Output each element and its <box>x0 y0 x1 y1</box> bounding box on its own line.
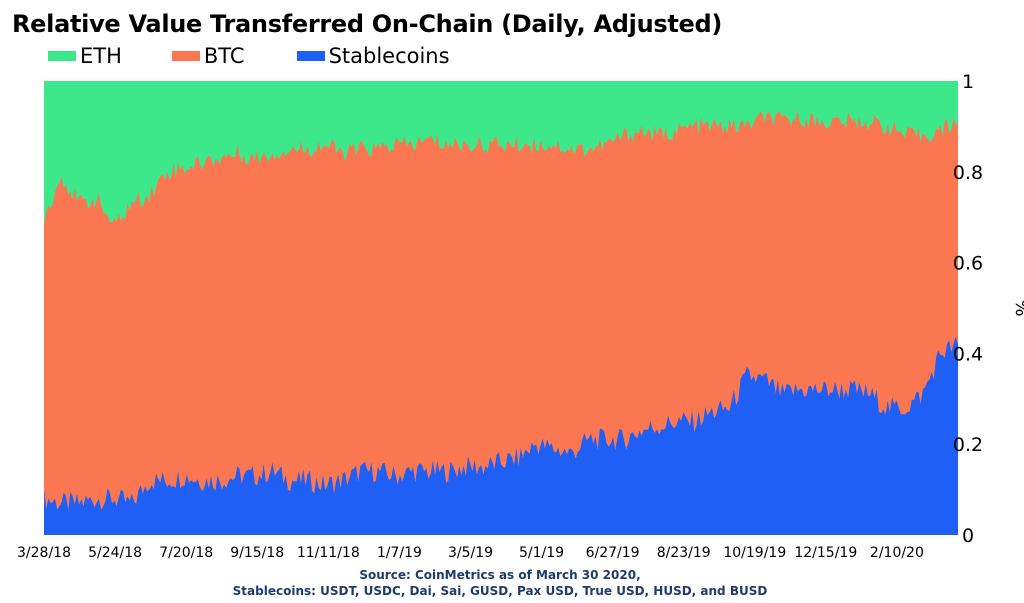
chart-title: Relative Value Transferred On-Chain (Dai… <box>12 10 723 38</box>
chart-legend: ETH BTC Stablecoins <box>48 43 450 69</box>
legend-item-stablecoins[interactable]: Stablecoins <box>296 44 450 68</box>
x-tick-label: 3/5/19 <box>448 545 493 561</box>
y-tick-label: 0.8 <box>953 162 983 184</box>
legend-label-eth: ETH <box>80 44 122 68</box>
x-tick-label: 11/11/18 <box>297 545 360 561</box>
x-axis-ticks: 3/28/18 5/24/18 7/20/18 9/15/18 11/11/18 1/7/… <box>17 545 924 561</box>
y-tick-label: 0.6 <box>953 253 983 275</box>
y-tick-label: 1 <box>962 71 974 93</box>
x-tick-label: 2/10/20 <box>870 545 924 561</box>
y-axis-label: % <box>1011 299 1024 316</box>
chart-areas <box>44 81 958 535</box>
legend-label-stablecoins: Stablecoins <box>328 44 450 68</box>
x-tick-label: 7/20/18 <box>159 545 213 561</box>
x-tick-label: 1/7/19 <box>377 545 422 561</box>
x-tick-label: 9/15/18 <box>230 545 284 561</box>
legend-swatch-btc <box>171 51 200 61</box>
y-axis-ticks: 0 0.2 0.4 0.6 0.8 1 <box>953 71 983 547</box>
x-tick-label: 10/19/19 <box>723 545 786 561</box>
legend-label-btc: BTC <box>203 44 245 68</box>
x-tick-label: 6/27/19 <box>586 545 640 561</box>
source-note-line1: Source: CoinMetrics as of March 30 2020, <box>359 568 641 582</box>
y-tick-label: 0 <box>962 525 974 547</box>
x-tick-label: 5/24/18 <box>88 545 142 561</box>
legend-item-eth[interactable]: ETH <box>48 44 122 68</box>
x-tick-label: 8/23/19 <box>657 545 711 561</box>
x-tick-label: 3/28/18 <box>17 545 71 561</box>
y-tick-label: 0.2 <box>953 434 983 456</box>
legend-swatch-stablecoins <box>296 51 325 61</box>
legend-swatch-eth <box>48 51 76 61</box>
source-note-line2: Stablecoins: USDT, USDC, Dai, Sai, GUSD,… <box>232 584 768 598</box>
area-stablecoins <box>44 336 958 535</box>
y-tick-label: 0.4 <box>953 343 983 365</box>
x-tick-label: 5/1/19 <box>519 545 564 561</box>
x-tick-label: 12/15/19 <box>794 545 857 561</box>
legend-item-btc[interactable]: BTC <box>171 44 245 68</box>
